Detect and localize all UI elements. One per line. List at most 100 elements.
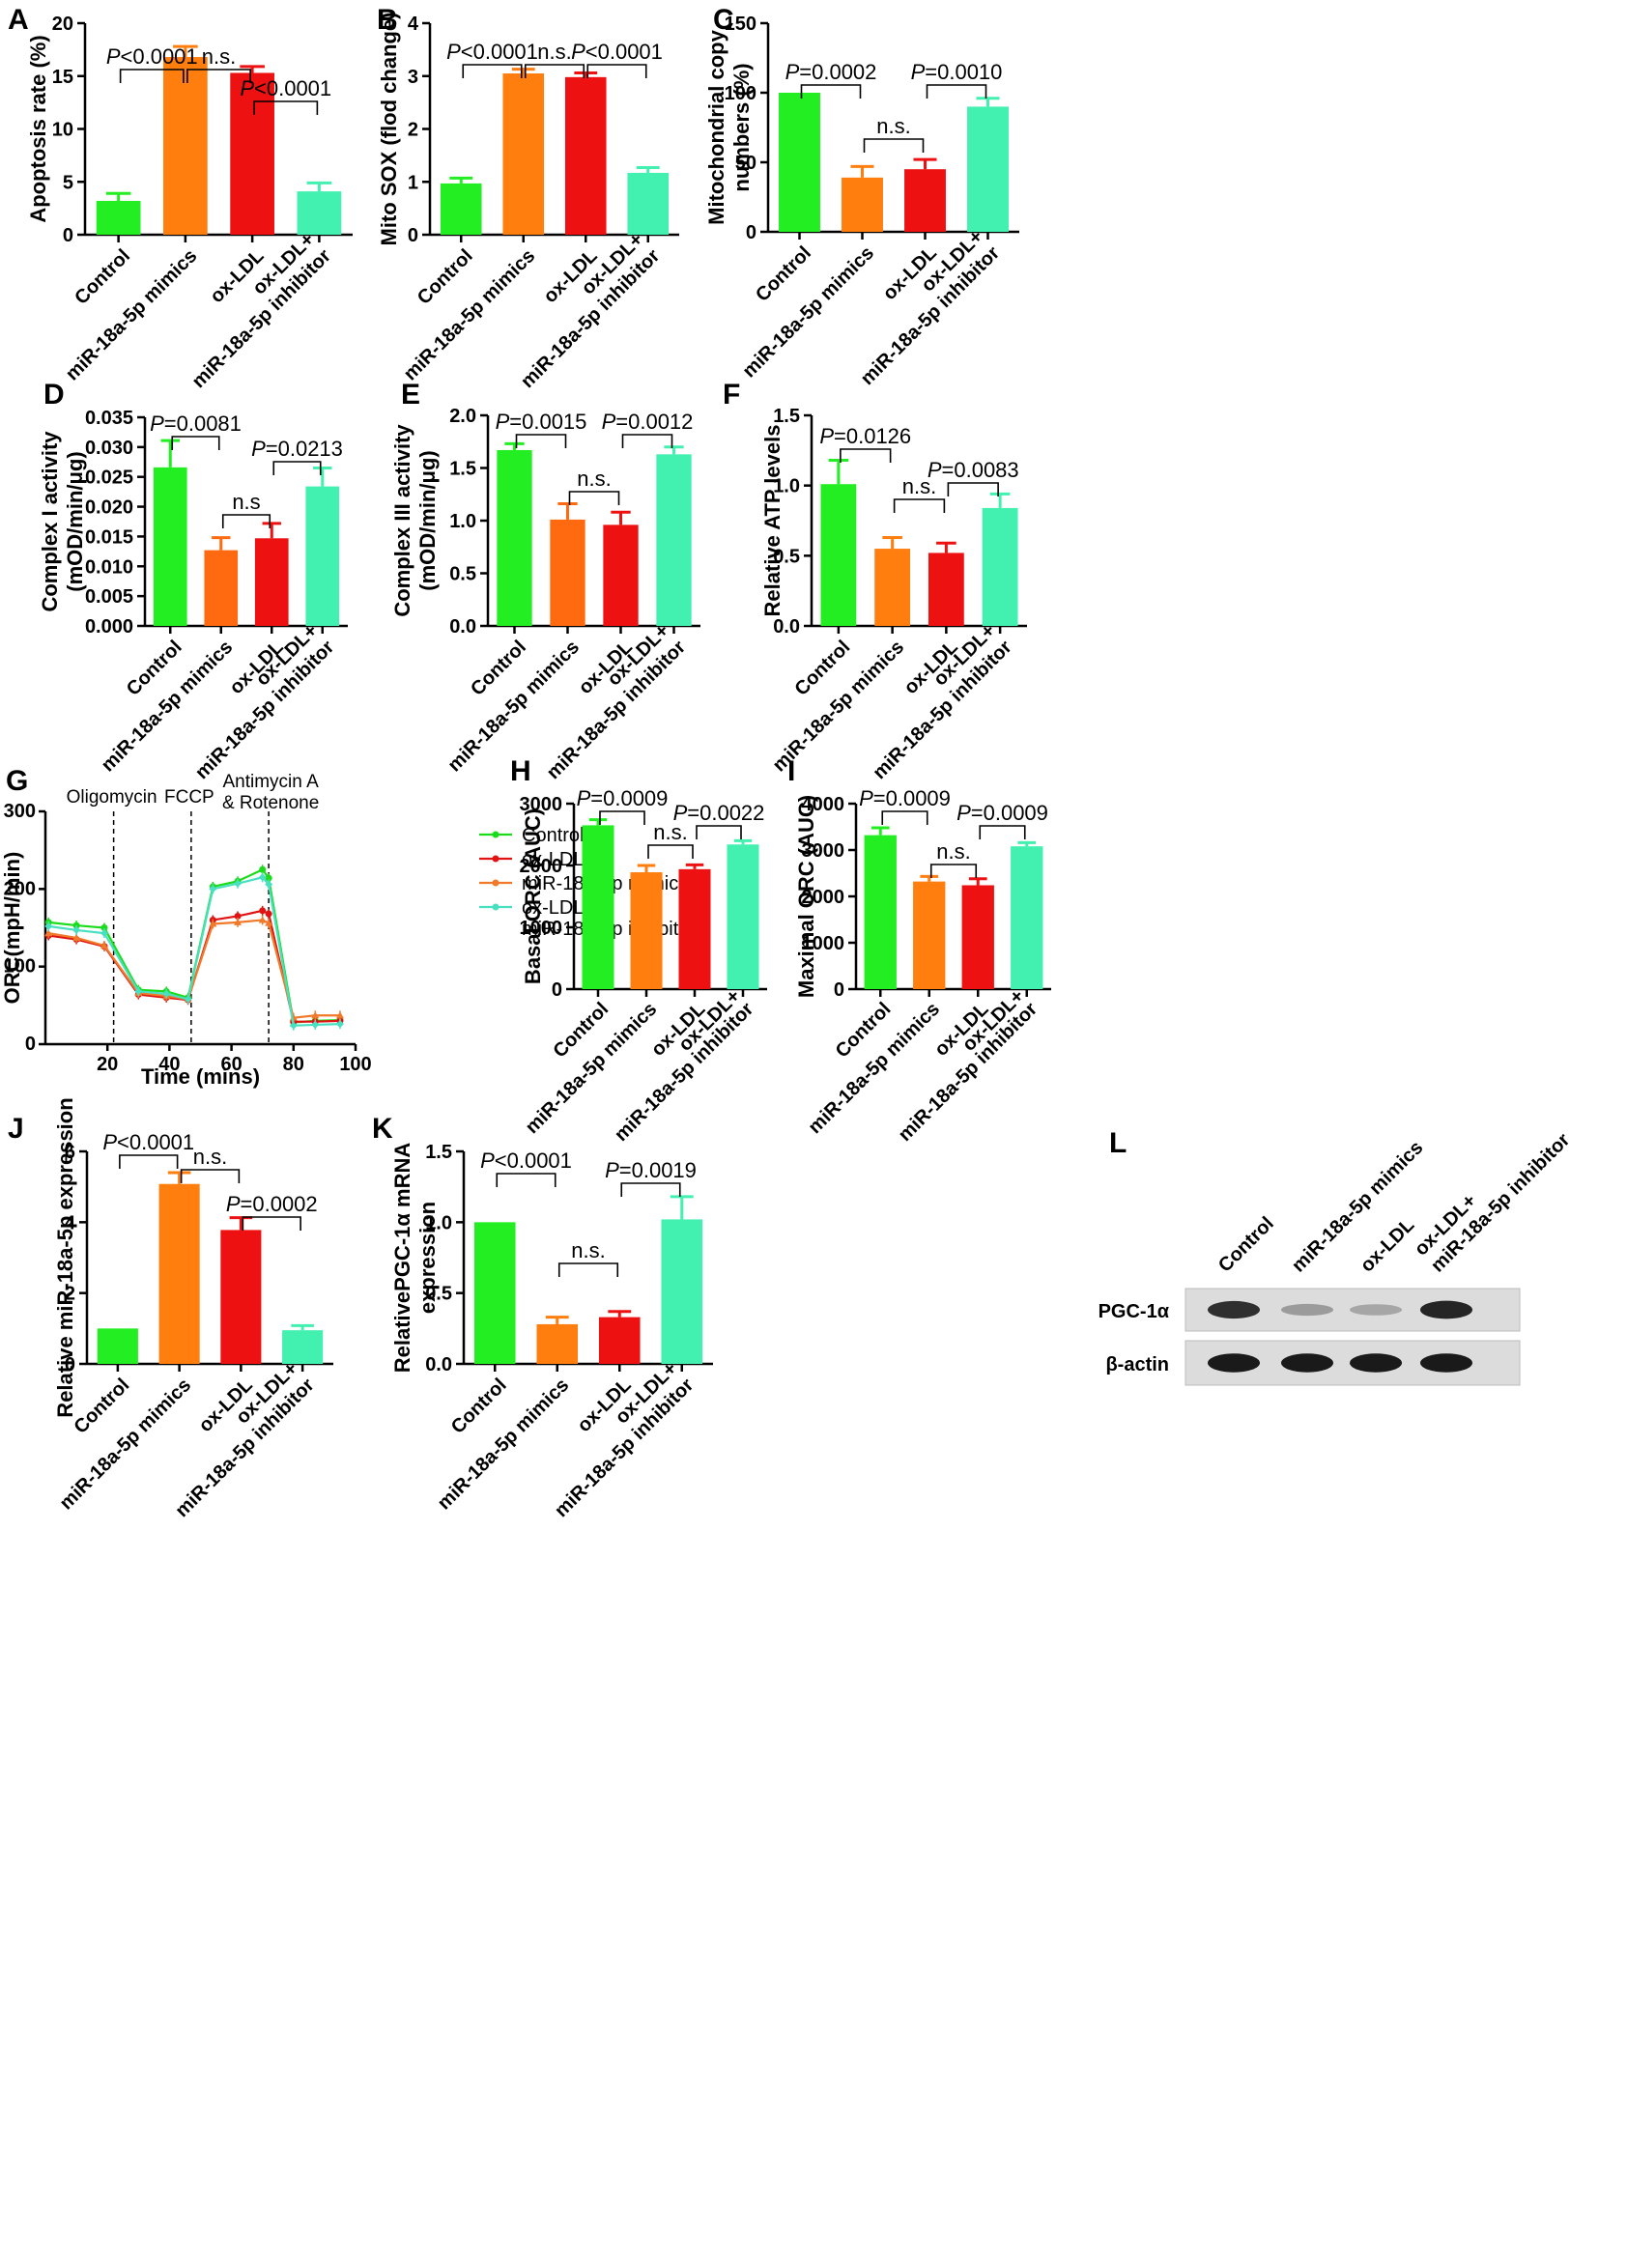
data-point <box>134 987 143 996</box>
lane-label: miR-18a-5p mimics <box>1288 1137 1427 1276</box>
y-tick-label: 2.0 <box>449 406 476 427</box>
panel-d: D 0.000 0.005 0.010 0.015 0.020 0.025 0.030 0.03… <box>38 379 348 783</box>
bar <box>1011 846 1043 989</box>
y-tick-label: 0 <box>746 222 756 243</box>
y-axis-title: Complex I activity (mOD/min/μg) <box>38 431 87 612</box>
data-point <box>209 920 217 927</box>
x-tick-label-line: Control <box>414 245 477 309</box>
significance-bracket <box>515 434 567 448</box>
significance-label: n.s. <box>537 40 571 64</box>
significance-label: n.s. <box>202 44 236 69</box>
bar <box>864 835 897 989</box>
y-tick-label: 0 <box>408 225 418 246</box>
significance-bracket <box>462 64 523 78</box>
significance-label: P=0.0015 <box>496 410 587 434</box>
panel-label: G <box>6 765 28 797</box>
p-italic: P <box>496 410 510 434</box>
y-axis-title-line: numbers (%) <box>729 63 754 191</box>
bar <box>627 172 670 235</box>
bar <box>97 1328 138 1364</box>
data-point <box>335 1011 344 1019</box>
panel-label: E <box>401 379 420 411</box>
y-tick-label: 300 <box>4 801 36 822</box>
series-line <box>48 867 340 1024</box>
significance-label: n.s. <box>876 114 910 138</box>
y-tick-label: 4 <box>65 1212 76 1233</box>
p-rest: <0.0001 <box>117 1130 194 1154</box>
significance-label: P=0.0012 <box>602 410 694 434</box>
y-axis-title-line: Complex III activity <box>390 424 414 617</box>
y-axis-title: ORC(mpH/min) <box>0 852 24 1005</box>
x-tick-label-line: Control <box>447 1375 511 1438</box>
panel-label: L <box>1109 1127 1127 1159</box>
significance-bracket <box>620 1182 681 1197</box>
y-tick-label: 1.5 <box>773 406 800 427</box>
p-rest: =0.0009 <box>590 786 668 810</box>
x-tick-label: ox-LDL+miR-18a-5p inhibitor <box>869 620 1015 783</box>
panel-label: C <box>713 4 734 36</box>
significance-label: P<0.0001 <box>446 40 538 64</box>
bar <box>220 1230 262 1364</box>
p-italic: P <box>911 60 926 84</box>
significance-label: P=0.0022 <box>673 801 765 825</box>
y-axis-title-line: Relative ATP levels <box>760 425 785 617</box>
y-axis-title-line: Mitochondrial copy <box>704 29 728 224</box>
significance-bracket <box>863 138 925 153</box>
y-axis-title-line: Apoptosis rate (%) <box>26 35 50 222</box>
y-tick-label: 0.0 <box>449 616 476 638</box>
y-tick-label: 0.5 <box>425 1284 452 1305</box>
y-tick-label: 2 <box>65 1284 75 1305</box>
significance-bracket <box>840 448 892 463</box>
p-rest: =0.0081 <box>164 411 242 436</box>
y-tick-label: 10 <box>52 120 73 141</box>
significance-label: P=0.0009 <box>859 786 951 810</box>
significance-label: P<0.0001 <box>106 44 198 69</box>
p-italic: P <box>956 801 971 825</box>
significance-label: n.s. <box>653 820 687 844</box>
significance-bracket <box>242 1216 301 1231</box>
y-tick-label: 0.5 <box>773 546 800 567</box>
blot-band <box>1350 1353 1402 1373</box>
p-rest: <0.0001 <box>495 1148 572 1173</box>
legend-marker <box>492 855 500 863</box>
p-rest: =0.0213 <box>266 437 343 461</box>
significance-bracket <box>947 482 999 496</box>
panel-label: B <box>377 4 398 36</box>
y-tick-label: 0.030 <box>85 438 133 459</box>
bar <box>928 553 964 626</box>
x-tick-label: Control <box>447 1375 511 1438</box>
y-axis-title-line: Mito SOX (flod change) <box>377 13 401 246</box>
significance-label: P=0.0213 <box>251 437 343 461</box>
p-italic: P <box>106 44 121 69</box>
significance-label: P=0.0002 <box>226 1192 318 1216</box>
panel-label: F <box>723 379 740 411</box>
y-axis-title-line: Complex I activity <box>38 431 62 612</box>
x-tick-label: Control <box>71 245 134 309</box>
data-point <box>259 907 267 915</box>
significance-label: P<0.0001 <box>571 40 663 64</box>
p-rest: =0.0009 <box>873 786 951 810</box>
bar <box>913 881 946 989</box>
blot-row-label: PGC-1α <box>1099 1301 1170 1322</box>
y-tick-label: 3000 <box>520 794 563 815</box>
y-tick-label: 2 <box>408 120 418 141</box>
y-axis-title: RelativePGC-1α mRNA expression <box>390 1143 440 1374</box>
significance-bracket <box>621 434 673 448</box>
x-tick-label: 40 <box>158 1054 180 1075</box>
blot-band <box>1208 1353 1260 1373</box>
y-axis-title: Maximal ORC (AUC) <box>794 795 818 998</box>
legend-marker <box>492 831 500 838</box>
bar <box>727 844 759 989</box>
y-axis-title-line: Maximal ORC (AUC) <box>794 795 818 998</box>
y-tick-label: 0.005 <box>85 586 133 608</box>
p-rest: =0.0002 <box>799 60 876 84</box>
data-point <box>258 873 267 882</box>
p-italic: P <box>226 1192 241 1216</box>
significance-label: P=0.0009 <box>956 801 1048 825</box>
y-tick-label: 1.0 <box>425 1212 452 1233</box>
x-tick-label-line: Control <box>71 245 134 309</box>
